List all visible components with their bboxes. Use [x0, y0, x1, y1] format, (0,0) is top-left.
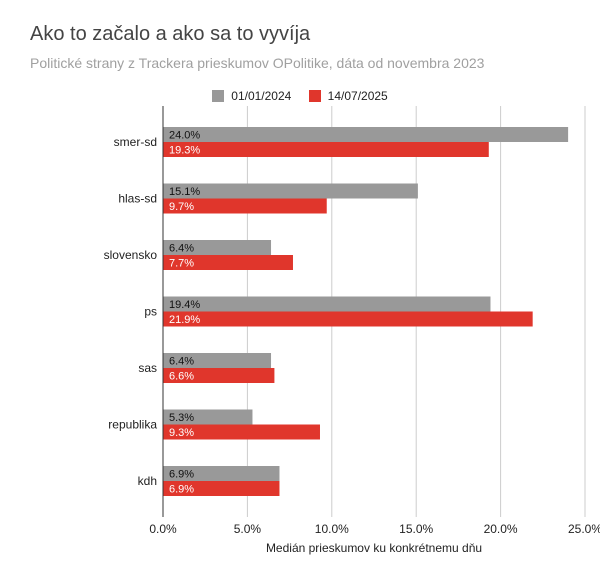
bar-series-1-kdh	[163, 466, 280, 481]
data-label-series-1-slovensko: 6.4%	[169, 243, 194, 255]
legend-item-series-2[interactable]: 14/07/2025	[308, 89, 388, 103]
legend-swatch-series-1	[212, 90, 225, 102]
bar-series-1-sas	[163, 353, 272, 368]
x-axis-title: Medián prieskumov ku konkrétnemu dňu	[266, 541, 482, 555]
x-tick-label: 25.0%	[568, 522, 600, 536]
data-label-series-2-ps: 21.9%	[169, 314, 200, 326]
x-tick-label: 10.0%	[315, 522, 349, 536]
chart-title: Ako to začalo a ako sa to vyvíja	[30, 23, 311, 45]
data-label-series-1-smer-sd: 24.0%	[169, 130, 200, 142]
bar-series-2-slovensko	[163, 255, 293, 270]
bar-series-2-kdh	[163, 481, 280, 496]
chart-subtitle: Politické strany z Trackera prieskumov O…	[30, 55, 485, 71]
bar-series-2-ps	[163, 311, 533, 327]
data-label-series-2-hlas-sd: 9.7%	[169, 201, 194, 213]
bar-series-1-slovensko	[163, 240, 272, 255]
category-label-smer-sd: smer-sd	[114, 135, 157, 149]
bar-series-2-smer-sd	[163, 142, 489, 157]
legend-label-series-1: 01/01/2024	[231, 89, 292, 103]
data-label-series-1-hlas-sd: 15.1%	[169, 186, 200, 198]
category-label-slovensko: slovensko	[104, 248, 158, 262]
bar-series-2-sas	[163, 368, 275, 383]
legend: 01/01/2024 14/07/2025	[0, 89, 600, 105]
x-tick-label: 20.0%	[484, 522, 518, 536]
data-label-series-2-smer-sd: 19.3%	[169, 145, 200, 157]
category-label-hlas-sd: hlas-sd	[118, 192, 157, 206]
data-label-series-1-republika: 5.3%	[169, 412, 194, 424]
data-label-series-2-kdh: 6.9%	[169, 484, 194, 496]
legend-swatch-series-2	[308, 90, 321, 102]
bar-series-1-smer-sd	[163, 127, 569, 142]
x-tick-label: 15.0%	[399, 522, 433, 536]
x-tick-label: 0.0%	[149, 522, 177, 536]
data-label-series-2-sas: 6.6%	[169, 371, 194, 383]
legend-label-series-2: 14/07/2025	[327, 89, 388, 103]
data-label-series-2-slovensko: 7.7%	[169, 258, 194, 270]
data-label-series-1-sas: 6.4%	[169, 356, 194, 368]
legend-item-series-1[interactable]: 01/01/2024	[212, 89, 291, 103]
bar-series-1-hlas-sd	[163, 183, 418, 199]
bar-series-2-hlas-sd	[163, 198, 327, 214]
bar-series-1-ps	[163, 296, 491, 312]
bar-series-1-republika	[163, 409, 253, 425]
category-label-republika: republika	[108, 418, 157, 432]
data-label-series-1-ps: 19.4%	[169, 299, 200, 311]
category-label-sas: sas	[138, 361, 157, 375]
x-tick-label: 5.0%	[234, 522, 262, 536]
category-label-ps: ps	[144, 305, 157, 319]
data-label-series-1-kdh: 6.9%	[169, 469, 194, 481]
bar-series-2-republika	[163, 424, 320, 440]
category-label-kdh: kdh	[138, 474, 157, 488]
data-label-series-2-republika: 9.3%	[169, 427, 194, 439]
